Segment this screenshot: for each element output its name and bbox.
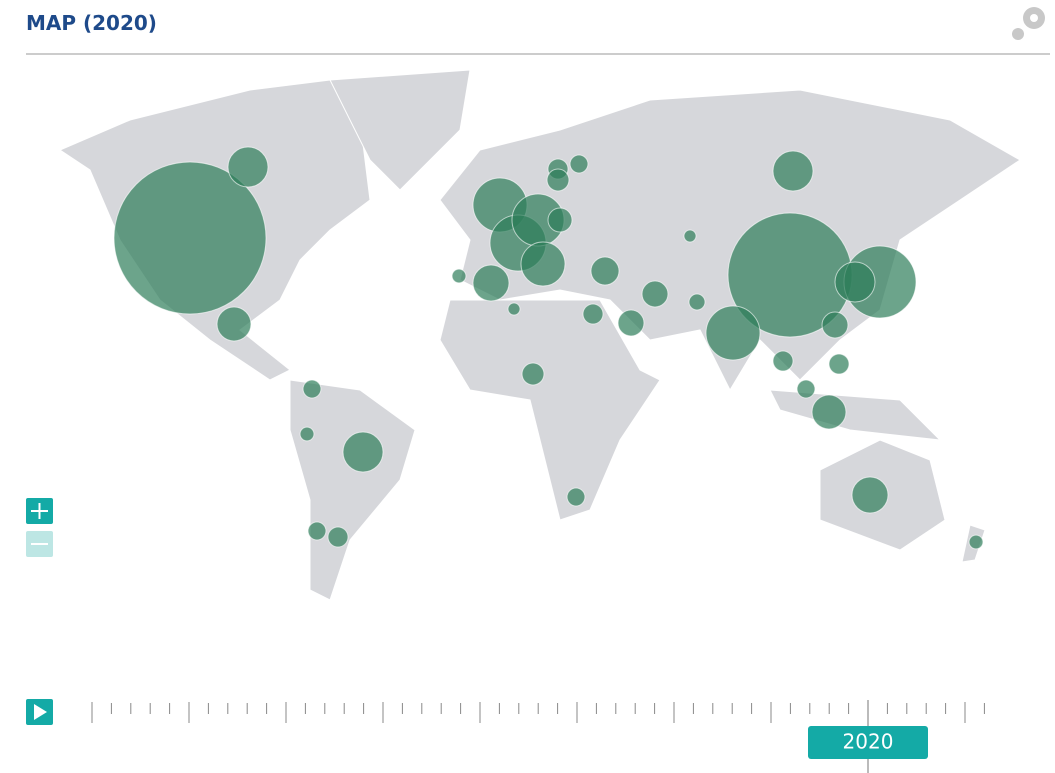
bubble — [216, 306, 252, 342]
bubble — [302, 379, 322, 399]
bubble — [772, 150, 814, 192]
bubble — [566, 487, 586, 507]
bubble — [617, 309, 645, 337]
bubble — [227, 146, 269, 188]
bubble — [569, 154, 589, 174]
bubble — [828, 353, 850, 375]
bubble — [582, 303, 604, 325]
gear-hole[interactable] — [1030, 14, 1038, 22]
settings-icon[interactable] — [1012, 7, 1045, 40]
bubble — [968, 534, 984, 550]
bubble — [451, 268, 467, 284]
year-box[interactable] — [808, 726, 928, 759]
timeline-ticks — [91, 702, 985, 723]
current-year[interactable]: 2020 — [843, 730, 894, 754]
bubble — [641, 280, 669, 308]
bubble — [307, 521, 327, 541]
bubble — [299, 426, 315, 442]
gear-small[interactable] — [1012, 28, 1024, 40]
bubble — [342, 431, 384, 473]
bubble — [472, 264, 510, 302]
greenland — [329, 69, 471, 191]
play-icon[interactable] — [34, 704, 47, 720]
south-america — [289, 379, 416, 601]
bubble — [688, 293, 706, 311]
bubble — [821, 311, 849, 339]
zoom-in-icon[interactable] — [31, 503, 48, 519]
world-map — [58, 69, 1021, 601]
bubble — [520, 241, 566, 287]
bubble — [546, 168, 570, 192]
bubble — [811, 394, 847, 430]
bubble — [590, 256, 620, 286]
maritime-asia — [769, 389, 942, 441]
bubble — [327, 526, 349, 548]
bubble — [705, 305, 761, 361]
bubble — [683, 229, 697, 243]
map-title: MAP (2020) — [26, 11, 157, 35]
bubble — [796, 379, 816, 399]
zoom-controls — [26, 498, 53, 557]
africa — [439, 299, 661, 521]
bubble — [547, 207, 573, 233]
bubble — [507, 302, 521, 316]
bubble — [521, 362, 545, 386]
bubble — [113, 161, 267, 315]
bubble — [834, 261, 876, 303]
bubble — [772, 350, 794, 372]
bubble-layer — [113, 146, 984, 550]
bubble — [851, 476, 889, 514]
